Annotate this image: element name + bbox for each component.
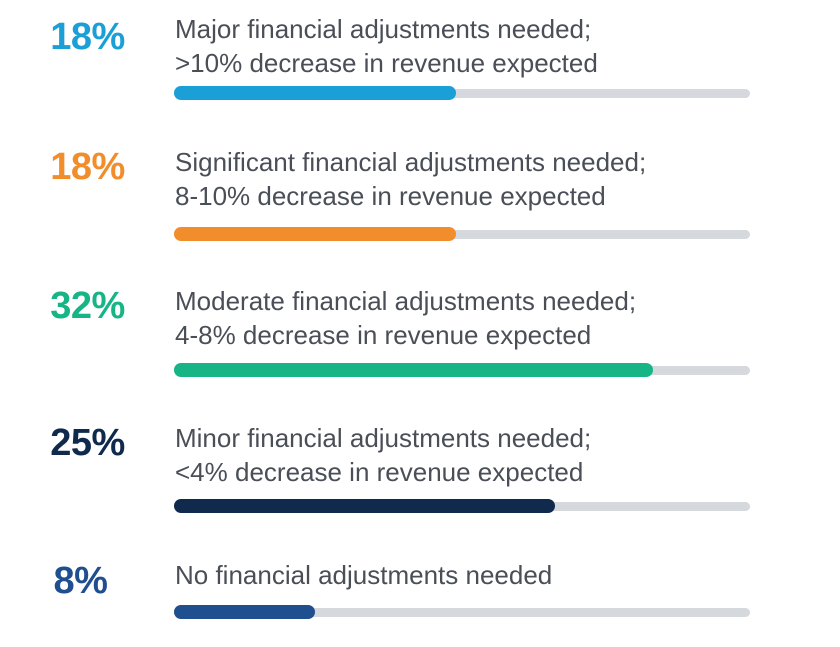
label-line: Major financial adjustments needed; [175,14,592,44]
label-line: 4-8% decrease in revenue expected [175,320,592,350]
row-label: Major financial adjustments needed; >10%… [175,12,775,80]
bar-fill [174,605,315,619]
bar-fill [174,499,555,513]
label-line: No financial adjustments needed [175,560,553,590]
bar-track [174,227,750,241]
label-line: <4% decrease in revenue expected [175,457,584,487]
label-line: Minor financial adjustments needed; [175,423,592,453]
row-label: Moderate financial adjustments needed; 4… [175,284,775,352]
bar-fill [174,86,456,100]
percent-value: 32% [50,285,125,327]
bar-fill [174,363,653,377]
percent-value: 18% [50,146,125,188]
label-line: 8-10% decrease in revenue expected [175,181,606,211]
row-label: No financial adjustments needed [175,558,775,592]
row-label: Minor financial adjustments needed; <4% … [175,421,775,489]
bar-track [174,86,750,100]
label-line: Significant financial adjustments needed… [175,147,647,177]
percent-value: 18% [50,16,125,58]
row-label: Significant financial adjustments needed… [175,145,775,213]
bar-track [174,499,750,513]
percent-value: 8% [53,560,108,602]
label-line: Moderate financial adjustments needed; [175,286,637,316]
bar-track [174,363,750,377]
label-line: >10% decrease in revenue expected [175,48,598,78]
percent-value: 25% [50,422,125,464]
bar-fill [174,227,456,241]
bar-track [174,605,750,619]
